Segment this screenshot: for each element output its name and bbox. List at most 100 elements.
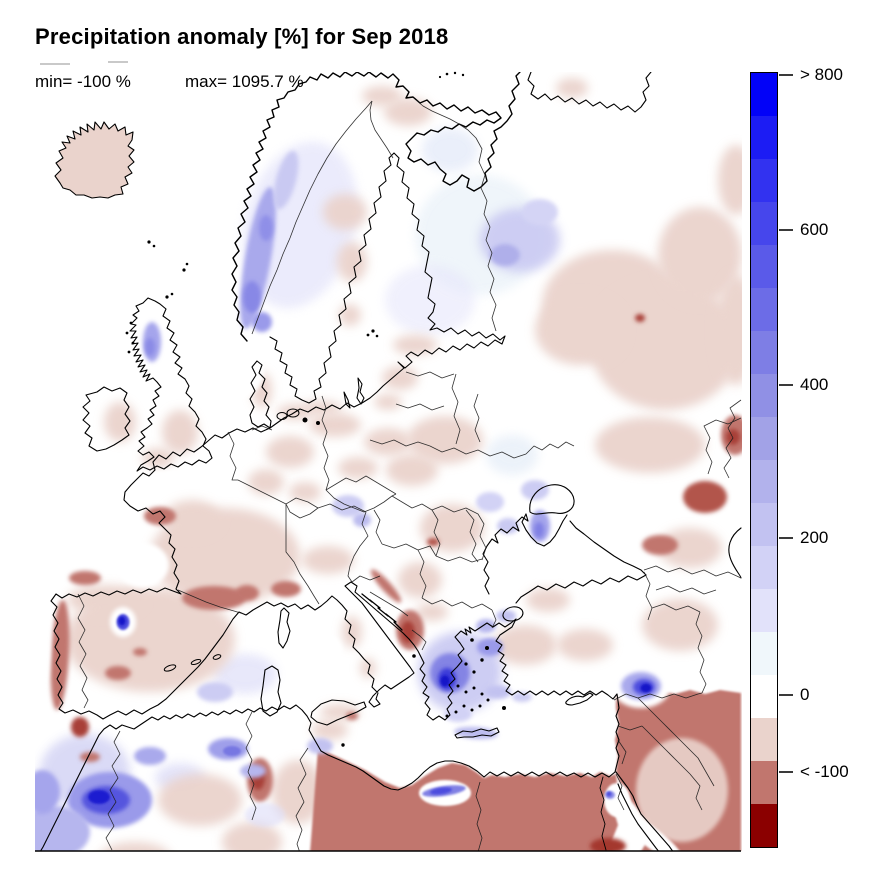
- colorbar-segment: [751, 460, 777, 503]
- anomaly-dry-light-shape-39: [309, 413, 361, 437]
- anomaly-dry-medium-shape-83: [401, 621, 415, 643]
- small-islands-shape-260: [170, 292, 174, 296]
- colorbar-segment: [751, 546, 777, 589]
- anomaly-dry-medium-shape-93: [80, 752, 100, 762]
- anomaly-dry-light-shape-20: [384, 98, 432, 126]
- country-borders-shape-244: [643, 565, 742, 579]
- country-borders-shape-239: [295, 747, 309, 851]
- anomaly-dry-light-shape-29: [535, 295, 625, 365]
- anomaly-dry-light-shape-57: [360, 658, 376, 678]
- small-islands-shape-278: [478, 704, 482, 708]
- page-title: Precipitation anomaly [%] for Sep 2018: [35, 24, 449, 49]
- sea-white-masks-shape-103: [192, 342, 264, 402]
- anomaly-wet-regions-shape-122: [490, 244, 520, 266]
- anomaly-dry-light-shape-36: [407, 416, 483, 464]
- nile-river: [599, 776, 607, 851]
- sea-white-masks-shape-111: [604, 783, 630, 817]
- anomaly-dry-light-shape-68: [222, 822, 282, 851]
- country-borders-shape-222: [417, 549, 427, 599]
- anomaly-wet-regions-shape-162: [430, 787, 452, 795]
- country-borders-shape-227: [643, 571, 653, 621]
- anomaly-dry-light-shape-71: [312, 720, 348, 740]
- anomaly-dry-light-shape-42: [266, 436, 314, 468]
- anomaly-dry-light-shape-67: [102, 842, 168, 851]
- sea-white-masks-shape-109: [35, 603, 50, 693]
- country-borders-shape-203: [473, 393, 481, 443]
- anomaly-dry-light-shape-33: [393, 335, 437, 355]
- anomaly-dry-light-shape-43: [248, 469, 284, 495]
- anomaly-wet-regions-shape-137: [496, 610, 516, 622]
- colorbar-tick-600: [779, 229, 793, 231]
- anomaly-dry-light-shape-60: [416, 603, 448, 621]
- anomaly-dry-light-shape-51: [67, 585, 143, 615]
- anomaly-wet-regions-shape-159: [307, 738, 333, 754]
- country-borders-shape-198: [369, 439, 431, 447]
- caspian-edge: [728, 527, 742, 579]
- anomaly-dry-medium-shape-78: [182, 586, 246, 610]
- colorbar-segment: [751, 116, 777, 159]
- anomaly-wet-regions-shape-164: [606, 791, 612, 797]
- corsica: [277, 607, 291, 649]
- country-borders-shape-245: [655, 585, 717, 595]
- country-borders-shape-214: [285, 497, 319, 519]
- anomaly-dry-light-shape-32: [595, 417, 705, 473]
- anomaly-wet-washes-shape-14: [422, 128, 478, 172]
- sea-white-masks-shape-107: [506, 533, 610, 579]
- colorbar-tick-label-400: 400: [800, 375, 829, 394]
- anomaly-dry-medium-shape-92: [726, 429, 740, 445]
- small-islands-shape-263: [147, 240, 151, 244]
- small-islands-shape-256: [125, 331, 129, 335]
- anomaly-dry-medium-shape-77: [144, 507, 176, 525]
- country-borders-shape-206: [391, 495, 443, 511]
- sardinia: [260, 665, 282, 717]
- small-islands-shape-251: [316, 421, 320, 425]
- anomaly-wet-regions-shape-126: [476, 492, 504, 512]
- anomaly-wet-regions-shape-158: [240, 764, 266, 778]
- country-borders-shape-241: [105, 730, 121, 851]
- colorbar-segment: [751, 632, 777, 675]
- colorbar-tick-label-0: 0: [800, 685, 810, 704]
- small-islands: [125, 71, 506, 747]
- anomaly-dry-light-shape-37: [386, 454, 438, 486]
- colorbar-segment: [751, 288, 777, 331]
- country-borders-shape-199: [451, 373, 461, 445]
- ireland-coast: [82, 386, 131, 452]
- country-borders-shape-240: [245, 711, 257, 821]
- small-islands-shape-252: [371, 329, 375, 333]
- black-sea-nw-coast: [482, 513, 529, 595]
- anomaly-dry-light-shape-31: [718, 145, 742, 215]
- sea-white-masks-shape-106: [368, 710, 416, 746]
- small-islands-shape-264: [152, 244, 156, 248]
- small-islands-shape-272: [464, 690, 468, 694]
- anomaly-dry-light-shape-28: [658, 207, 742, 303]
- sea-white-masks-shape-105: [298, 632, 342, 668]
- country-borders-shape-243: [703, 417, 742, 475]
- country-borders-shape-202: [321, 395, 330, 491]
- small-islands-shape-285: [163, 664, 177, 672]
- country-borders-shape-228: [651, 603, 701, 613]
- country-borders-shape-197: [395, 403, 445, 411]
- country-borders-shape-219: [177, 589, 245, 615]
- anomaly-dry-medium-shape-99: [590, 838, 626, 851]
- country-borders-shape-200: [429, 445, 527, 459]
- anomaly-wet-regions-shape-155: [134, 747, 166, 765]
- country-borders-shape-209: [381, 543, 437, 557]
- anomaly-wet-regions-shape-118: [273, 150, 299, 210]
- colorbar-segment: [751, 331, 777, 374]
- anomaly-dry-light-shape-44: [289, 482, 321, 502]
- anomaly-dry-light-shape-30: [716, 275, 742, 385]
- country-borders-shape-217: [347, 511, 369, 583]
- anomaly-wet-regions-shape-145: [640, 683, 652, 693]
- anomaly-wet-regions-shape-153: [35, 806, 90, 851]
- colorbar-segment: [751, 675, 777, 718]
- anomaly-dry-light-shape-61: [493, 625, 557, 665]
- anomaly-wet-regions-shape-136: [476, 619, 496, 633]
- anomaly-dry-light-shape-34: [382, 366, 418, 390]
- country-borders-shape-242: [723, 399, 742, 479]
- anomaly-wet-regions-shape-138: [485, 685, 511, 699]
- colorbar-segment: [751, 761, 777, 804]
- anomaly-dry-light-shape-27: [590, 280, 740, 410]
- anomaly-dry-medium-shape-81: [370, 569, 402, 603]
- anomaly-dry-medium-shape-75: [105, 666, 131, 680]
